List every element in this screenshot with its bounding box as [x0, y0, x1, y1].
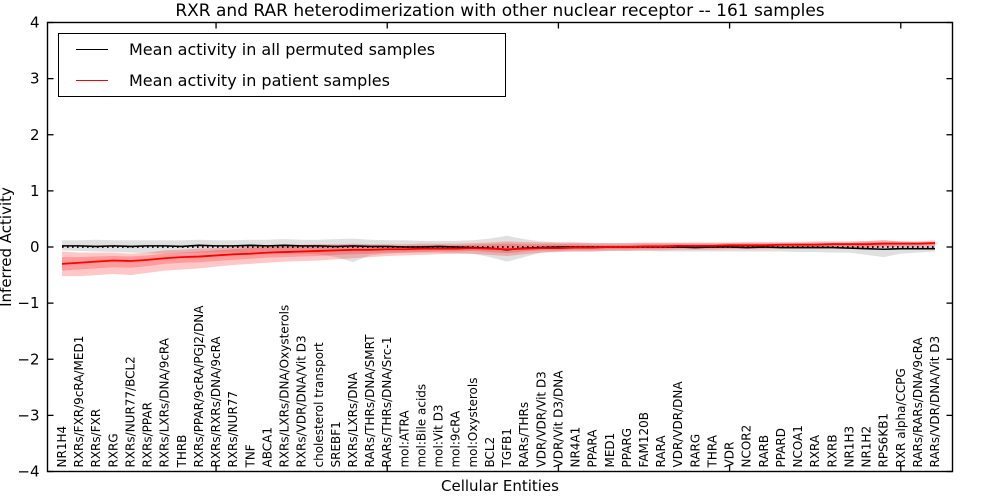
legend: Mean activity in all permuted samples Me… [58, 33, 506, 97]
patient-std-band [62, 240, 935, 277]
x-category-label: mol:ATRA [397, 410, 411, 468]
x-category-label: RXRG [106, 433, 120, 467]
x-category-label: RXRs/NUR77/BCL2 [123, 356, 137, 467]
x-category-label: VDR/VDR/Vit D3 [534, 371, 548, 467]
x-category-label: mol:Oxysterols [466, 378, 480, 468]
y-tick-label: 0 [30, 238, 40, 256]
x-category-label: PPARA [586, 429, 600, 468]
y-tick-label: −4 [17, 463, 39, 481]
x-category-label: RXRs/FXR/9cRA/MED1 [72, 336, 86, 468]
x-category-label: NR4A1 [569, 427, 583, 468]
x-category-label: THRA [705, 434, 719, 468]
x-category-label: VDR/Vit D3/DNA [551, 370, 565, 468]
y-tick-label: −2 [17, 350, 39, 368]
patient-line-swatch [76, 80, 108, 81]
permuted-line-swatch [76, 49, 108, 50]
legend-item-permuted: Mean activity in all permuted samples [59, 35, 505, 65]
x-category-label: RXRs/LXRs/DNA/Oxysterols [278, 305, 292, 468]
x-category-label: MED1 [603, 433, 617, 468]
x-category-label: NR1H4 [55, 426, 69, 468]
y-tick-label: −3 [17, 406, 39, 424]
x-category-label: RARs/VDR/DNA/Vit D3 [928, 336, 942, 468]
x-category-label: RARs/RARs/DNA/9cRA [911, 337, 925, 468]
x-category-label: mol:9cRA [449, 410, 463, 467]
x-category-label: RXRs/VDR/DNA/Vit D3 [295, 335, 309, 467]
x-category-label: RARG [688, 434, 702, 468]
x-category-label: RXRs/RXRs/DNA/9cRA [209, 336, 223, 468]
legend-item-patient: Mean activity in patient samples [59, 66, 505, 96]
x-category-label: VDR/VDR/DNA [671, 381, 685, 468]
x-category-label: RARA [654, 435, 668, 468]
x-category-label: mol:Vit D3 [432, 404, 446, 467]
x-category-label: BCL2 [483, 437, 497, 468]
x-category-label: mol:Bile acids [414, 384, 428, 468]
x-category-label: RARs/THRs/DNA/Src-1 [380, 337, 394, 468]
x-category-label: FAM120B [637, 412, 651, 468]
x-category-label: RXRs/LXRs/DNA/9cRA [158, 337, 172, 467]
y-tick-label: 4 [30, 14, 40, 32]
x-category-label: RXRs/FXR [89, 409, 103, 468]
legend-label-patient: Mean activity in patient samples [129, 71, 390, 90]
x-category-label: cholesterol transport [312, 342, 326, 468]
x-category-label: NR1H2 [860, 426, 874, 468]
x-category-label: RPS6KB1 [877, 413, 891, 468]
x-category-label: TNF [243, 444, 257, 468]
x-category-label: RARs/THRs [517, 402, 531, 468]
x-category-label: PPARD [774, 428, 788, 468]
chart-title: RXR and RAR heterodimerization with othe… [175, 1, 825, 21]
x-axis-label: Cellular Entities [441, 477, 559, 495]
y-tick-label: 1 [30, 182, 40, 200]
x-category-label: RXRs/PPAR/9cRA/PGJ2/DNA [192, 305, 206, 468]
x-category-label: RARs/THRs/DNA/SMRT [363, 334, 377, 468]
x-category-label: PPARG [620, 428, 634, 468]
patient-mean-line [61, 242, 936, 265]
x-category-label: RXR alpha/CCPG [894, 368, 908, 467]
y-tick-label: 3 [30, 70, 40, 88]
x-category-label: NCOR2 [740, 425, 754, 468]
x-category-label: RXRs/PPAR [141, 402, 155, 467]
patient-inner-std-band [62, 241, 935, 271]
y-tick-label: 2 [30, 126, 40, 144]
x-category-label: TGFB1 [500, 428, 514, 468]
x-category-label: ABCA1 [260, 427, 274, 467]
x-category-label: SREBF1 [329, 421, 343, 467]
x-category-label: RXRA [808, 434, 822, 467]
x-category-label: RXRs/LXRs/DNA [346, 372, 360, 468]
x-category-label: RXRs/NUR77 [226, 391, 240, 468]
x-category-label: VDR [723, 442, 737, 468]
legend-label-permuted: Mean activity in all permuted samples [129, 40, 436, 59]
x-category-label: NR1H3 [842, 426, 856, 468]
x-category-label: RXRB [825, 434, 839, 467]
x-category-label: THRB [175, 435, 189, 469]
y-tick-label: −1 [17, 294, 39, 312]
x-category-label: NCOA1 [791, 425, 805, 467]
x-category-label: RARB [757, 435, 771, 468]
